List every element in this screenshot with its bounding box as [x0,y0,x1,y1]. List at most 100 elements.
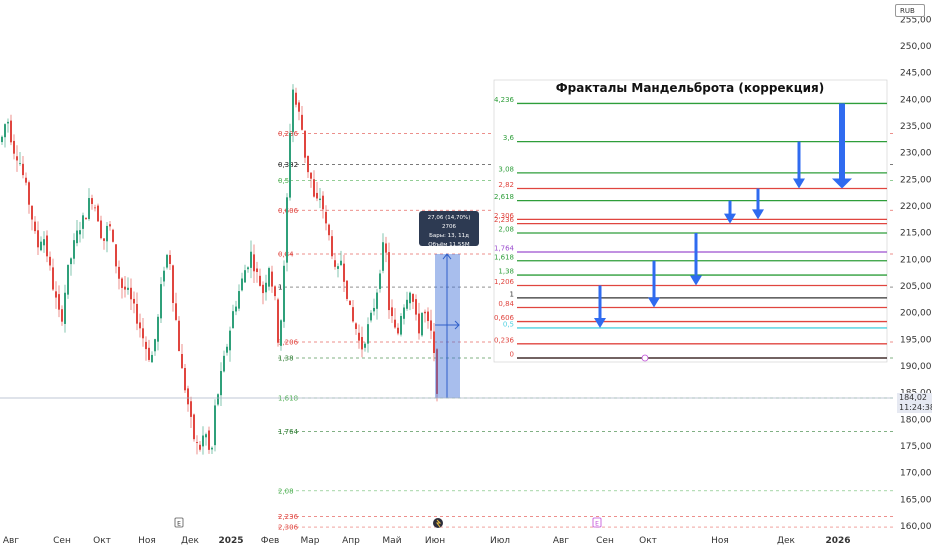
candle-body [4,124,6,138]
candle-body [355,323,357,330]
x-tick-label: Апр [342,536,360,546]
candle-body [214,405,216,446]
candle-body [217,394,219,405]
fib-level-label: 0,5 [278,177,289,185]
candle-body [382,242,384,271]
candle-body [319,198,321,201]
inset-arrow [690,232,702,286]
candle-body [367,324,369,344]
candle-body [238,291,240,309]
candle-body [157,316,159,342]
candle-body [55,291,57,298]
candle-body [412,294,414,302]
candle-body [196,442,198,444]
inset-level-label: 0,84 [498,300,514,308]
candle-body [220,371,222,396]
candle-body [253,254,255,272]
candle-body [193,414,195,440]
candle-body [67,264,69,295]
candle-body [199,444,201,450]
event-label: E [595,521,599,528]
candle-body [259,275,261,286]
fib-level-label: 1,764 [278,428,299,436]
candle-body [13,140,15,154]
fib-level-label: 1,206 [278,339,299,347]
candle-body [100,220,102,239]
candle-body [424,311,426,314]
candle-body [376,292,378,309]
inset-arrow [724,200,736,224]
event-marker: E [174,517,184,528]
inset-arrow [752,188,764,220]
event-box [174,517,184,528]
candle-body [187,388,189,405]
candle-body [133,298,135,304]
candle-body [256,268,258,272]
candle-body [1,136,3,143]
candle-body [163,270,165,282]
candle-body [262,284,264,294]
candle-body [166,254,168,268]
candle-body [400,315,402,335]
candle-body [232,311,234,329]
inset-level-label: 1,206 [494,278,515,286]
candle-body [181,354,183,369]
price-axis[interactable]: 160,00 165,00 170,00 175,00 180,00 185,00 190,… [900,15,932,532]
event-box [592,517,602,528]
x-tick-label: Дек [181,536,200,546]
x-tick-label: Сен [53,536,71,546]
measure-arrow-right [454,320,460,330]
candle-body [241,278,243,291]
x-tick-label: Июл [490,536,510,546]
x-tick-label: 2026 [825,536,850,546]
candle-body [340,260,342,266]
candle-body [331,236,333,257]
inset-arrow [648,260,660,308]
candle-body [76,230,78,244]
candle-body [169,254,171,264]
time-axis[interactable]: Авг Сен Окт Ноя Дек 2025 Фев Мар Апр Май Июн Июл Авг… [3,517,851,546]
inset-event-dot [641,354,649,362]
fractals-inset-panel: Фракталы Мандельброта (коррекция) 4,236 3,… [493,79,888,363]
candle-body [409,292,411,304]
candle-body [352,307,354,322]
candle-body [325,211,327,224]
inset-level-label: 2,82 [498,181,514,189]
inset-level-label: 0,606 [494,314,515,322]
candle-body [16,156,18,161]
inset-level-label: 0 [510,351,514,359]
y-tick-label: 185,00 [900,389,932,399]
candle-body [433,331,435,354]
candle-body [43,239,45,246]
candle-body [394,319,396,328]
candle-body [436,349,438,394]
candle-body [223,355,225,372]
candle-body [73,240,75,259]
y-tick-label: 255,00 [900,15,932,25]
candle-body [358,332,360,341]
inset-level-label: 2,306 [494,212,515,220]
candle-body [85,217,87,220]
candle-body [397,327,399,334]
candle-body [280,320,282,346]
y-tick-label: 220,00 [900,202,932,212]
fib-level-label: 0,606 [278,207,299,215]
candle-body [148,347,150,360]
candle-body [19,163,21,164]
y-tick-label: 180,00 [900,415,932,425]
candle-body [10,120,12,143]
candle-body [334,260,336,267]
candle-body [247,267,249,270]
candle-body [46,235,48,257]
candle-body [250,251,252,268]
x-tick-label: Окт [93,536,111,546]
y-tick-label: 245,00 [900,69,932,79]
inset-title: Фракталы Мандельброта (коррекция) [556,81,824,95]
candle-body [202,435,204,447]
candle-body [154,339,156,352]
y-tick-label: 230,00 [900,149,932,159]
candle-body [283,265,285,322]
candle-body [130,287,132,300]
candle-body [109,224,111,227]
